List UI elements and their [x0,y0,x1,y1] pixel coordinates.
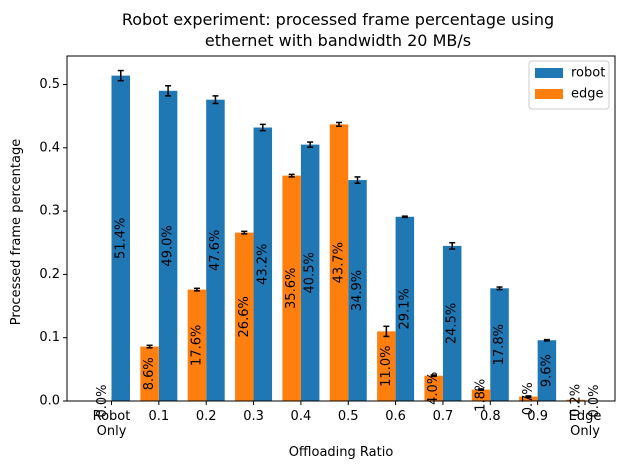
bar-label-edge-8: 1.8% [474,379,489,412]
bar-robot-8 [490,288,509,401]
legend-swatch-robot [535,68,563,78]
bar-label-edge-4: 35.6% [284,268,299,309]
legend: robot edge [528,60,610,110]
error-bar-robot-0 [117,69,124,82]
bar-label-edge-6: 11.0% [379,346,394,387]
x-tick-label: 0.6 [385,409,406,424]
error-bar-edge-9 [525,395,532,398]
bar-edge-3 [235,232,254,401]
error-bar-robot-4 [307,141,314,148]
bar-label-edge-7: 4.0% [426,372,441,405]
bar-edge-2 [187,289,207,401]
x-tick-label: 0.2 [196,409,217,424]
error-bar-edge-8 [478,388,485,391]
x-tick-label: Edge [569,409,602,424]
legend-swatch-edge [535,89,563,99]
bar-label-robot-3: 43.2% [255,244,270,285]
bar-robot-3 [253,127,273,401]
bar-robot-6 [395,216,415,401]
y-axis-label: Processed frame percentage [9,139,24,325]
x-tick-label: Robot [93,409,131,424]
x-tick-label: Only [97,424,127,439]
bar-robot-4 [300,144,320,401]
error-bar-robot-6 [401,215,408,219]
chart-title-line2: ethernet with bandwidth 20 MB/s [205,31,471,50]
bar-label-edge-5: 43.7% [332,242,347,283]
bar-label-robot-7: 24.5% [445,303,460,344]
error-bar-robot-8 [496,286,503,291]
bar-label-robot-6: 29.1% [397,288,412,329]
bar-edge-1 [140,346,159,401]
bar-edge-5 [329,124,349,402]
legend-label-edge: edge [571,87,604,102]
bar-label-edge-2: 17.6% [189,325,204,366]
error-bar-edge-3 [241,230,248,235]
error-bar-edge-4 [288,173,295,178]
bar-edge-4 [282,175,301,401]
error-bar-robot-5 [354,176,361,184]
legend-label-robot: robot [571,66,605,81]
bar-edge-7 [424,375,443,401]
bar-label-robot-1: 49.0% [161,225,176,266]
bar-robot-7 [442,245,462,401]
x-tick-label: 0.5 [338,409,359,424]
bar-robot-0 [111,75,130,402]
error-bar-edge-1 [146,344,153,349]
bar-label-edge-10: 0.2% [568,384,583,417]
error-bar-robot-9 [543,338,550,342]
bar-edge-8 [471,389,491,401]
bar-edge-10 [566,399,585,401]
bar-label-robot-4: 40.5% [303,252,318,293]
x-axis-label: Offloading Ratio [289,445,394,460]
bar-label-edge-1: 8.6% [142,357,157,390]
bar-edge-6 [377,331,396,401]
plot-area: 51.4% 49.0% 47.6% 43.2% 40.5% 34.9% 29.1% 24.5%… [39,55,616,439]
bar-label-robot-2: 47.6% [208,230,223,271]
error-bar-robot-3 [259,123,266,132]
error-bar-edge-2 [193,287,200,292]
bar-label-edge-3: 26.6% [237,296,252,337]
bar-robot-9 [537,340,557,401]
error-bar-edge-7 [430,374,437,378]
x-tick-label: Only [570,424,600,439]
error-bar-edge-6 [383,325,390,338]
chart-title-line1: Robot experiment: processed frame percen… [122,10,554,29]
bar-label-robot-5: 34.9% [350,270,365,311]
x-tick-label: 0.8 [480,409,501,424]
bar-label-robot-0: 51.4% [113,218,128,259]
bar-robot-2 [206,99,225,402]
x-tick-label: 0.1 [149,409,170,424]
bar-label-edge-9: 0.7% [521,382,536,415]
error-bar-robot-2 [212,95,219,105]
bar-robot-1 [158,90,178,401]
x-tick-label: 0.4 [291,409,312,424]
bar-edge-9 [519,396,538,401]
x-tick-label: 0.3 [243,409,264,424]
error-bar-robot-7 [449,241,456,250]
y-tick-label: 0.0 [39,394,60,409]
bar-label-robot-9: 9.6% [539,354,554,387]
y-tick-label: 0.1 [39,330,60,345]
x-tick-label: 0.9 [527,409,548,424]
error-bar-edge-5 [336,121,342,128]
y-tick-label: 0.2 [39,267,60,282]
x-tick-label: 0.7 [433,409,454,424]
y-tick-label: 0.3 [39,204,60,219]
bar-robot-5 [348,180,367,401]
error-bar-robot-1 [165,85,172,97]
axes-frame [66,55,616,402]
y-tick-label: 0.4 [39,140,60,155]
y-tick-label: 0.5 [39,77,60,92]
bar-label-robot-8: 17.8% [492,324,507,365]
